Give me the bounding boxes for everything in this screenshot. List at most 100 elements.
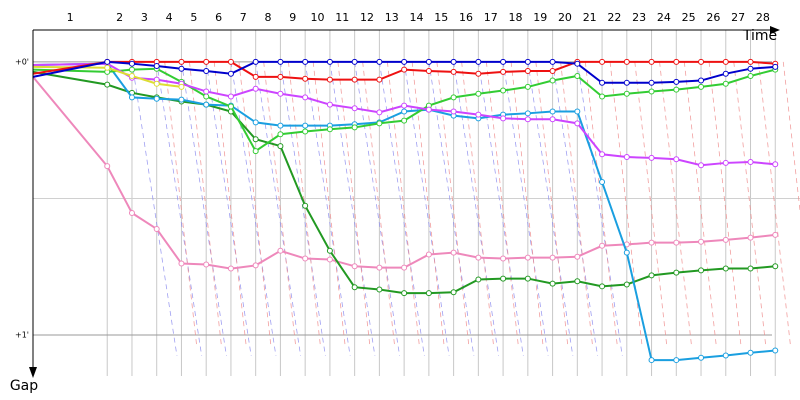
lap-dash bbox=[453, 61, 500, 357]
point bbox=[252, 85, 259, 92]
lap-dash bbox=[576, 61, 623, 357]
lap-dash bbox=[535, 61, 569, 347]
point bbox=[401, 117, 408, 124]
lap-label: 7 bbox=[240, 11, 247, 24]
lap-label: 15 bbox=[434, 11, 448, 24]
lap-dash bbox=[782, 61, 800, 215]
point bbox=[549, 116, 556, 123]
lap-label: 2 bbox=[116, 11, 123, 24]
point bbox=[227, 58, 234, 65]
lap-label: 3 bbox=[141, 11, 148, 24]
lap-label: 21 bbox=[583, 11, 597, 24]
point bbox=[722, 159, 729, 166]
point bbox=[722, 70, 729, 77]
lap-dash bbox=[354, 61, 401, 357]
lap-dash bbox=[131, 61, 178, 357]
point bbox=[772, 347, 779, 354]
point bbox=[153, 80, 160, 87]
point bbox=[178, 65, 185, 72]
point bbox=[722, 80, 729, 87]
lap-dash bbox=[156, 61, 203, 357]
point bbox=[326, 76, 333, 83]
point bbox=[673, 58, 680, 65]
point bbox=[302, 75, 309, 82]
lap-dash bbox=[634, 61, 668, 347]
point bbox=[648, 79, 655, 86]
point bbox=[698, 162, 705, 169]
point bbox=[203, 93, 210, 100]
point bbox=[326, 256, 333, 263]
point bbox=[648, 239, 655, 246]
lap-label: 25 bbox=[682, 11, 696, 24]
point bbox=[252, 119, 259, 126]
point bbox=[549, 67, 556, 74]
lap-label: 27 bbox=[731, 11, 745, 24]
x-axis-title: Time bbox=[742, 28, 777, 44]
point bbox=[747, 234, 754, 241]
lap-dash bbox=[485, 61, 519, 347]
point bbox=[673, 86, 680, 93]
lap-label: 14 bbox=[410, 11, 424, 24]
lap-dash bbox=[189, 61, 222, 347]
point bbox=[475, 111, 482, 118]
point bbox=[326, 101, 333, 108]
point bbox=[425, 67, 432, 74]
point bbox=[401, 290, 408, 297]
point bbox=[302, 128, 309, 135]
point bbox=[376, 58, 383, 65]
point bbox=[475, 276, 482, 283]
point bbox=[673, 78, 680, 85]
point bbox=[599, 151, 606, 158]
point bbox=[599, 242, 606, 249]
lap-label: 28 bbox=[756, 11, 770, 24]
point bbox=[524, 254, 531, 261]
point bbox=[351, 124, 358, 131]
point bbox=[326, 58, 333, 65]
lap-dash bbox=[255, 61, 302, 357]
point bbox=[401, 108, 408, 115]
point bbox=[203, 88, 210, 95]
lap-dash bbox=[428, 61, 475, 357]
point bbox=[524, 110, 531, 117]
lap-label: 20 bbox=[558, 11, 572, 24]
point bbox=[376, 120, 383, 127]
point bbox=[227, 103, 234, 110]
point bbox=[574, 108, 581, 115]
point bbox=[722, 236, 729, 243]
point bbox=[500, 87, 507, 94]
lap-label: 6 bbox=[215, 11, 222, 24]
point bbox=[401, 58, 408, 65]
point bbox=[277, 90, 284, 97]
point bbox=[574, 278, 581, 285]
lap-label: 22 bbox=[607, 11, 621, 24]
point bbox=[425, 106, 432, 113]
point bbox=[351, 76, 358, 83]
lap-label: 24 bbox=[657, 11, 671, 24]
point bbox=[599, 283, 606, 290]
point bbox=[376, 109, 383, 116]
point bbox=[698, 58, 705, 65]
lap-dash bbox=[181, 61, 227, 357]
point bbox=[500, 255, 507, 262]
point bbox=[104, 58, 111, 65]
point bbox=[648, 88, 655, 95]
point bbox=[450, 58, 457, 65]
point bbox=[574, 60, 581, 67]
point bbox=[376, 264, 383, 271]
point bbox=[648, 272, 655, 279]
lap-label: 11 bbox=[335, 11, 349, 24]
point bbox=[599, 58, 606, 65]
lap-dash bbox=[205, 61, 252, 357]
point bbox=[302, 58, 309, 65]
point bbox=[401, 264, 408, 271]
point bbox=[623, 154, 630, 161]
point bbox=[500, 58, 507, 65]
point bbox=[153, 95, 160, 102]
point bbox=[425, 58, 432, 65]
point bbox=[623, 58, 630, 65]
lap-dash bbox=[708, 61, 742, 347]
point bbox=[574, 253, 581, 260]
point bbox=[227, 265, 234, 272]
lap-dash bbox=[584, 61, 618, 347]
lap-dash bbox=[560, 61, 593, 347]
